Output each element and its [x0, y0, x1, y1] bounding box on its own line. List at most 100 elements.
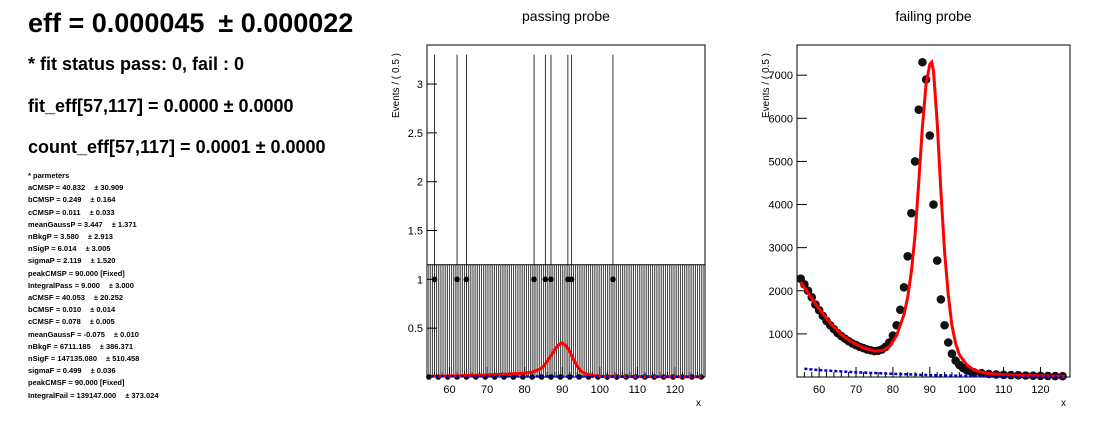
data-point — [463, 276, 470, 283]
parameter-row: nBkgF = 6711.185 ± 386.371 — [28, 341, 159, 353]
x-axis-label: x — [696, 398, 701, 409]
parameter-row: nBkgP = 3.580 ± 2.913 — [28, 231, 159, 243]
y-tick-label: 2 — [417, 177, 423, 189]
parameter-error: ± 2.913 — [87, 232, 113, 242]
data-point — [943, 338, 953, 347]
parameter-error: ± 1.520 — [90, 256, 116, 266]
parameter-error: ± 0.005 — [89, 317, 115, 327]
parameter-row: cCMSF = 0.078 ± 0.005 — [28, 316, 159, 328]
y-tick-label: 0.5 — [408, 323, 423, 335]
x-tick-label: 90 — [924, 384, 936, 396]
parameter-error: ± 30.909 — [94, 183, 124, 193]
parameter-list: * parmeters aCMSP = 40.832 ± 30.909 bCMSP … — [28, 170, 159, 402]
parameter-value: meanGaussP = 3.447 — [28, 219, 103, 229]
y-tick-label: 3000 — [769, 243, 793, 255]
y-tick-label: 2.5 — [408, 128, 423, 140]
parameter-error: ± 373.024 — [125, 390, 159, 400]
x-tick-label: 120 — [666, 384, 684, 396]
y-tick-label: 4000 — [769, 200, 793, 212]
parameter-row: aCMSF = 40.053 ± 20.252 — [28, 292, 159, 304]
parameter-value: cCMSP = 0.011 — [28, 207, 81, 217]
fit-curve — [799, 58, 1067, 378]
parameter-value: meanGaussF = -0.075 — [28, 329, 105, 339]
parameter-row: meanGaussP = 3.447 ± 1.371 — [28, 219, 159, 231]
x-tick-label: 70 — [850, 384, 862, 396]
y-tick-label: 1.5 — [408, 226, 423, 238]
parameter-value: IntegralFail = 139147.000 — [28, 390, 117, 400]
data-point — [610, 276, 616, 283]
x-tick-label: 60 — [813, 384, 825, 396]
passing-probe-chart: passing probe 60 70 80 90 100 110 120 x 0.5 1 1.5 2 2… — [391, 8, 706, 409]
data-point — [932, 256, 942, 265]
parameter-error: ± 1.371 — [111, 219, 137, 229]
fit-eff-text: fit_eff[57,117] = 0.0000 ± 0.0000 — [28, 96, 294, 116]
data-point — [925, 131, 935, 140]
data-point — [929, 200, 938, 209]
parameter-value: cCMSF = 0.078 — [28, 317, 81, 327]
parameter-error: ± 386.371 — [99, 341, 134, 351]
plot-frame — [796, 44, 1071, 378]
x-tick-label: 100 — [958, 384, 976, 396]
data-point — [947, 349, 957, 359]
data-point — [895, 305, 905, 315]
parameter-value: nSigP = 6.014 — [28, 244, 77, 254]
parameter-error: ± 510.458 — [106, 354, 140, 364]
parameter-value: sigmaP = 2.119 — [28, 256, 82, 266]
failing-probe-chart: failing probe 60 70 80 90 100 110 120 x 1000 2000 3… — [761, 8, 1071, 409]
parameter-row: aCMSP = 40.832 ± 30.909 — [28, 182, 159, 194]
parameter-value: aCMSP = 40.832 — [28, 183, 86, 193]
y-tick-label: 7000 — [769, 70, 793, 82]
y-tick-label: 1000 — [769, 329, 793, 341]
data-point — [918, 57, 927, 67]
efficiency-heading: eff = 0.000045 ± 0.000022 — [28, 8, 353, 39]
parameter-error: ± 3.000 — [108, 280, 134, 290]
parameter-error: ± 0.014 — [90, 305, 116, 315]
chart-title: passing probe — [522, 8, 610, 24]
parameter-error: ± 0.033 — [89, 207, 115, 217]
parameter-row: peakCMSF = 90.000 [Fixed] — [28, 377, 159, 389]
parameter-row: nSigF = 147135.080 ± 510.458 — [28, 353, 159, 365]
parameter-value: nSigF = 147135.080 — [28, 354, 98, 364]
y-axis-label: Events / ( 0.5 ) — [761, 53, 772, 118]
y-tick-label: 5000 — [769, 156, 793, 168]
efficiency-value: eff = 0.000045 — [28, 8, 205, 38]
parameter-error: ± 0.036 — [90, 366, 116, 376]
parameter-row: bCMSP = 0.249 ± 0.164 — [28, 194, 159, 206]
parameter-value: aCMSF = 40.053 — [28, 293, 85, 303]
parameter-error: ± 20.252 — [93, 293, 124, 303]
parameter-row: IntegralPass = 9.000 ± 3.000 — [28, 280, 159, 292]
y-axis-label: Events / ( 0.5 ) — [391, 53, 402, 118]
efficiency-error: ± 0.000022 — [218, 8, 354, 38]
x-tick-label: 110 — [629, 384, 647, 396]
data-point — [940, 320, 949, 330]
x-tick-label: 80 — [519, 384, 531, 396]
data-point — [454, 276, 460, 283]
data-point — [914, 105, 924, 114]
data-point — [426, 374, 432, 380]
y-tick-label: 3 — [417, 79, 423, 91]
parameter-row: cCMSP = 0.011 ± 0.033 — [28, 207, 159, 219]
parameter-error: ± 0.010 — [113, 329, 139, 339]
parameter-value: peakCMSP = 90.000 [Fixed] — [28, 268, 125, 278]
x-tick-label: 80 — [887, 384, 899, 396]
data-point — [903, 251, 912, 261]
x-axis-label: x — [1061, 398, 1066, 409]
parameter-value: bCMSF = 0.010 — [28, 305, 82, 315]
parameter-value: peakCMSF = 90.000 [Fixed] — [28, 378, 125, 388]
parameter-row: IntegralFail = 139147.000 ± 373.024 — [28, 390, 159, 402]
data-point — [568, 276, 575, 283]
parameter-value: nBkgF = 6711.185 — [28, 341, 91, 351]
parameter-row: sigmaP = 2.119 ± 1.520 — [28, 255, 159, 267]
fit-curve — [430, 341, 702, 379]
y-tick-label: 6000 — [769, 113, 793, 125]
x-tick-label: 110 — [995, 384, 1013, 396]
chart-title: failing probe — [895, 8, 971, 24]
data-point — [548, 276, 554, 283]
data-point — [431, 276, 438, 283]
data-point — [899, 283, 909, 292]
data-point — [531, 276, 537, 283]
parameter-row: meanGaussF = -0.075 ± 0.010 — [28, 329, 159, 341]
data-point — [936, 295, 946, 304]
y-tick-label: 2000 — [769, 286, 793, 298]
parameter-header: * parmeters — [28, 171, 70, 180]
